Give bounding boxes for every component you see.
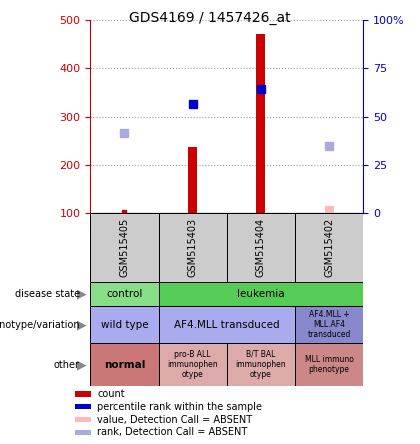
Text: GSM515402: GSM515402 (324, 218, 334, 277)
Bar (295, 213, 363, 282)
Text: leukemia: leukemia (237, 289, 285, 299)
Bar (188, 147, 197, 213)
Bar (75, 430, 92, 435)
Bar (90, 343, 159, 386)
Text: percentile rank within the sample: percentile rank within the sample (97, 402, 262, 412)
Bar (75, 404, 92, 409)
Bar (159, 282, 363, 306)
Text: wild type: wild type (101, 320, 148, 329)
Text: count: count (97, 389, 125, 399)
Text: B/T BAL
immunophen
otype: B/T BAL immunophen otype (236, 349, 286, 380)
Bar (295, 306, 363, 343)
Text: value, Detection Call = ABSENT: value, Detection Call = ABSENT (97, 415, 252, 424)
Text: control: control (106, 289, 143, 299)
Bar (159, 306, 295, 343)
Text: other: other (54, 360, 80, 369)
Text: disease state: disease state (15, 289, 80, 299)
Bar (325, 206, 333, 213)
Bar (90, 213, 159, 282)
Text: MLL immuno
phenotype: MLL immuno phenotype (305, 355, 354, 374)
Bar (159, 343, 227, 386)
Text: AF4.MLL transduced: AF4.MLL transduced (174, 320, 280, 329)
Bar (227, 213, 295, 282)
Text: ▶: ▶ (76, 288, 86, 301)
Bar (295, 343, 363, 386)
Text: rank, Detection Call = ABSENT: rank, Detection Call = ABSENT (97, 428, 247, 437)
Text: GDS4169 / 1457426_at: GDS4169 / 1457426_at (129, 11, 291, 25)
Text: ▶: ▶ (76, 358, 86, 371)
Bar (257, 35, 265, 213)
Text: pro-B ALL
immunophen
otype: pro-B ALL immunophen otype (167, 349, 218, 380)
Text: normal: normal (104, 360, 145, 369)
Bar (75, 417, 92, 422)
Bar (90, 282, 159, 306)
Text: GSM515404: GSM515404 (256, 218, 266, 277)
Bar (227, 343, 295, 386)
Bar (75, 391, 92, 396)
Text: genotype/variation: genotype/variation (0, 320, 80, 329)
Bar (159, 213, 227, 282)
Text: GSM515403: GSM515403 (188, 218, 198, 277)
Bar (90, 306, 159, 343)
Text: ▶: ▶ (76, 318, 86, 331)
Text: GSM515405: GSM515405 (119, 218, 129, 277)
Text: AF4.MLL +
MLL.AF4
transduced: AF4.MLL + MLL.AF4 transduced (307, 309, 351, 340)
